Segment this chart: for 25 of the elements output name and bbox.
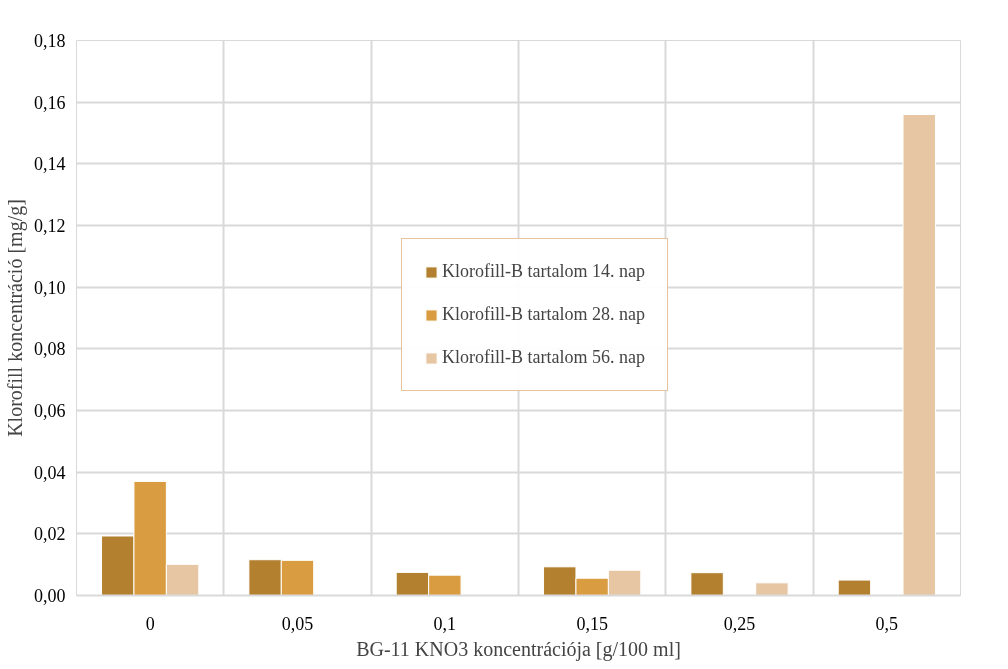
x-tick-label: 0,05 [281, 613, 314, 634]
x-tick-label: 0,1 [433, 613, 457, 634]
x-tick-label: 0,15 [576, 613, 608, 634]
y-tick-label: 0,00 [34, 586, 66, 606]
y-tick-label: 0,12 [34, 216, 66, 236]
y-tick-label: 0,10 [34, 277, 66, 298]
y-tick-label: 0,04 [34, 462, 66, 483]
y-tick-label: 0,14 [34, 154, 66, 175]
y-axis-title: Klorofill koncentráció [mg/g] [4, 199, 27, 437]
y-tick-label: 0,06 [34, 401, 66, 421]
x-tick-label: 0,25 [723, 613, 756, 634]
legend-label: Klorofill-B tartalom 56. nap [442, 347, 645, 368]
x-tick-label: 0,5 [875, 613, 899, 634]
bar [902, 114, 936, 596]
y-tick-label: 0,08 [34, 339, 66, 360]
bar [837, 579, 872, 596]
y-tick-label: 0,18 [34, 31, 66, 51]
x-tick-label: 0 [145, 613, 155, 634]
y-tick-label: 0,02 [34, 524, 66, 545]
x-axis-title: BG-11 KNO3 koncentrációja [g/100 ml] [356, 637, 681, 661]
bar [690, 572, 724, 596]
bar [755, 582, 789, 596]
legend-label: Klorofill-B tartalom 14. nap [442, 261, 645, 282]
legend-label: Klorofill-B tartalom 28. nap [442, 304, 645, 325]
y-tick-label: 0,16 [34, 92, 66, 113]
